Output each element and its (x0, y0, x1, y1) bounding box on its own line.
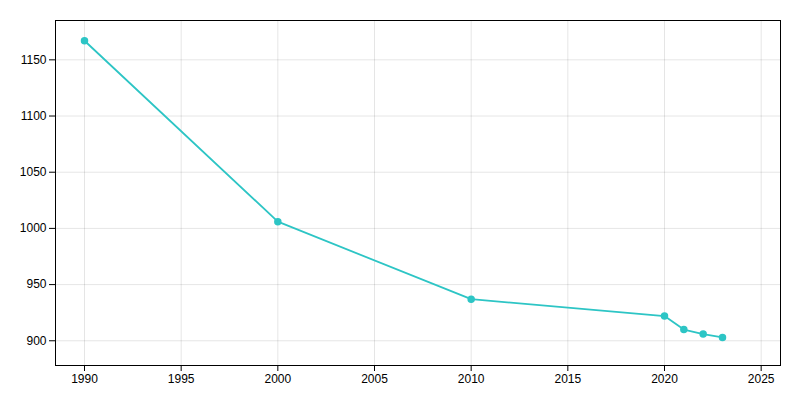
svg-text:1000: 1000 (20, 221, 47, 235)
svg-text:2025: 2025 (748, 372, 775, 386)
svg-text:1050: 1050 (20, 165, 47, 179)
svg-text:2015: 2015 (554, 372, 581, 386)
svg-text:950: 950 (26, 277, 46, 291)
svg-text:1995: 1995 (168, 372, 195, 386)
svg-text:2000: 2000 (264, 372, 291, 386)
svg-text:2020: 2020 (651, 372, 678, 386)
svg-text:900: 900 (26, 334, 46, 348)
svg-text:1150: 1150 (21, 53, 47, 67)
svg-text:1990: 1990 (71, 372, 98, 386)
svg-text:2010: 2010 (458, 372, 485, 386)
svg-text:2005: 2005 (361, 372, 388, 386)
svg-text:1100: 1100 (21, 109, 47, 123)
